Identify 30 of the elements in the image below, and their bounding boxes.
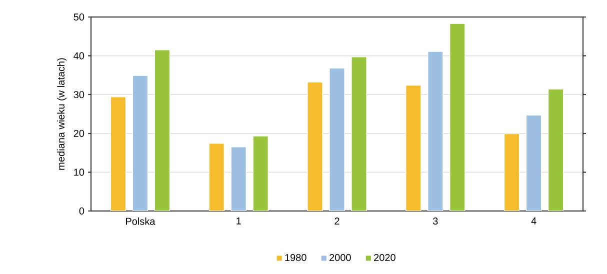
bar <box>548 88 564 212</box>
x-tick-label: 3 <box>432 218 438 225</box>
y-tick-label: 50 <box>74 13 84 21</box>
x-tick-label: 1 <box>236 218 241 224</box>
y-tick-label: 30 <box>74 91 84 98</box>
bar <box>450 23 466 212</box>
bar <box>307 82 323 212</box>
bar <box>406 84 422 212</box>
bar <box>230 146 246 212</box>
y-tick-label: 10 <box>74 168 84 176</box>
legend-label: 2020 <box>374 254 396 262</box>
legend-label: 1980 <box>285 254 306 262</box>
x-tick-label: Polska <box>126 218 156 225</box>
bar <box>428 51 444 212</box>
bar <box>208 143 224 212</box>
x-tick-label: 2 <box>334 218 340 225</box>
bar <box>351 56 367 212</box>
y-axis-title: mediana wieku (w latach) <box>57 58 66 170</box>
y-tick-label: 20 <box>74 130 84 137</box>
bar <box>154 50 170 212</box>
bar <box>252 136 268 212</box>
bar <box>329 68 345 212</box>
bar <box>526 114 542 212</box>
bar <box>132 75 148 212</box>
bar <box>110 96 126 212</box>
x-tick-label: 4 <box>531 218 536 224</box>
y-tick-label: 0 <box>79 207 84 215</box>
bar <box>504 133 520 212</box>
y-tick-label: 40 <box>74 52 84 60</box>
legend-label: 2000 <box>330 254 351 262</box>
